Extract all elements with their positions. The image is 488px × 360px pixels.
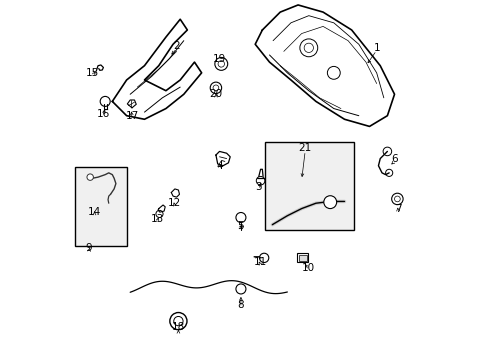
Text: 18: 18 bbox=[171, 322, 184, 332]
Text: 14: 14 bbox=[88, 207, 101, 217]
Circle shape bbox=[323, 196, 336, 208]
Circle shape bbox=[391, 193, 402, 204]
Text: 1: 1 bbox=[373, 43, 379, 53]
Circle shape bbox=[259, 253, 268, 262]
Circle shape bbox=[169, 312, 186, 330]
Text: 8: 8 bbox=[237, 300, 244, 310]
FancyBboxPatch shape bbox=[264, 143, 353, 230]
Circle shape bbox=[256, 176, 264, 185]
Circle shape bbox=[156, 210, 163, 217]
Circle shape bbox=[382, 147, 391, 156]
Bar bbox=[297, 253, 307, 262]
Circle shape bbox=[326, 66, 340, 79]
Circle shape bbox=[218, 61, 224, 67]
Circle shape bbox=[385, 169, 392, 176]
Circle shape bbox=[213, 85, 218, 91]
Circle shape bbox=[235, 284, 245, 294]
Circle shape bbox=[299, 39, 317, 57]
Text: 7: 7 bbox=[394, 203, 401, 213]
Text: 13: 13 bbox=[150, 214, 163, 224]
FancyBboxPatch shape bbox=[75, 167, 126, 246]
Circle shape bbox=[235, 212, 245, 222]
Text: 21: 21 bbox=[298, 143, 311, 153]
Circle shape bbox=[214, 58, 227, 70]
Circle shape bbox=[210, 82, 221, 94]
Text: 3: 3 bbox=[255, 182, 262, 192]
Text: 9: 9 bbox=[85, 243, 92, 253]
Bar bbox=[298, 255, 306, 261]
Text: 10: 10 bbox=[302, 262, 315, 273]
Circle shape bbox=[304, 43, 313, 53]
Text: 11: 11 bbox=[253, 257, 266, 267]
Circle shape bbox=[173, 316, 183, 326]
Text: 6: 6 bbox=[390, 154, 397, 163]
Text: 12: 12 bbox=[168, 198, 181, 208]
Text: 20: 20 bbox=[209, 89, 222, 99]
Text: 15: 15 bbox=[86, 68, 99, 78]
Text: 4: 4 bbox=[216, 161, 223, 171]
Circle shape bbox=[87, 174, 93, 180]
Circle shape bbox=[394, 196, 400, 202]
Text: 2: 2 bbox=[173, 41, 180, 51]
Text: 19: 19 bbox=[212, 54, 225, 64]
Circle shape bbox=[100, 96, 110, 107]
Text: 16: 16 bbox=[97, 109, 110, 119]
Text: 5: 5 bbox=[237, 221, 244, 231]
Text: 17: 17 bbox=[125, 111, 138, 121]
